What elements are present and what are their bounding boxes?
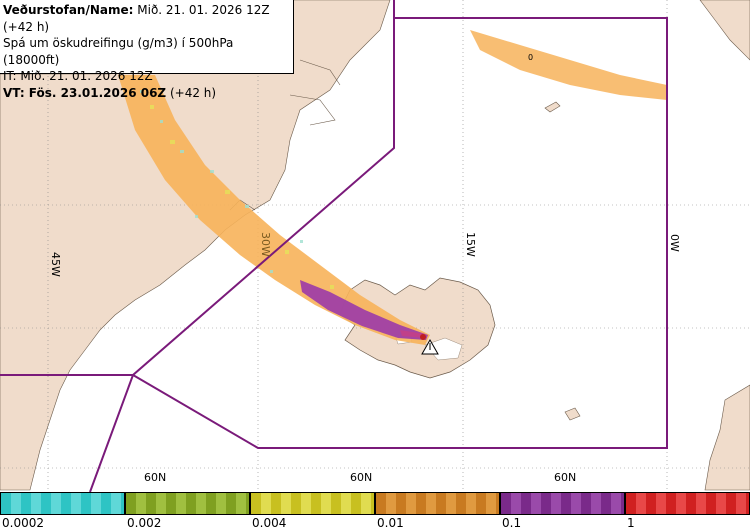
legend-tick-4: 0.01 bbox=[377, 516, 404, 530]
ash-plume-core bbox=[400, 330, 425, 338]
header-line-1-value: Mið. 21. 01. 2026 12Z (+42 h) bbox=[3, 3, 270, 34]
legend-swatch-5 bbox=[500, 492, 625, 515]
lat-label-60n-2: 60N bbox=[350, 471, 372, 484]
fir-boundary bbox=[0, 0, 668, 493]
contour-label: 0 bbox=[528, 53, 533, 62]
graticule bbox=[0, 0, 750, 492]
legend-tick-5: 0.1 bbox=[502, 516, 522, 530]
legend-swatch-1 bbox=[0, 492, 125, 515]
header-line-1: Veðurstofan/Name: Mið. 21. 01. 2026 12Z … bbox=[3, 2, 293, 35]
concentration-legend: 0.0002 0.002 0.004 0.01 0.1 1 bbox=[0, 492, 750, 532]
legend-tick-2: 0.002 bbox=[127, 516, 162, 530]
norway-coast bbox=[704, 384, 750, 491]
legend-swatch-6 bbox=[625, 492, 750, 515]
header-line-4-value: (+42 h) bbox=[169, 85, 217, 100]
jan-mayen-island bbox=[544, 101, 561, 113]
ash-plume-high bbox=[300, 280, 428, 340]
lon-label-15w: 15W bbox=[464, 232, 477, 257]
arctic-island-ne bbox=[699, 0, 750, 61]
ash-plume-yellow-fringe bbox=[150, 105, 334, 289]
lat-label-60n-1: 60N bbox=[144, 471, 166, 484]
lat-label-60n-3: 60N bbox=[554, 471, 576, 484]
legend-swatch-4 bbox=[375, 492, 500, 515]
header-line-4-label: VT: Fös. 23.01.2026 06Z bbox=[3, 85, 167, 100]
header-line-4: VT: Fös. 23.01.2026 06Z (+42 h) bbox=[3, 85, 293, 102]
lon-label-30w: 30W bbox=[259, 232, 272, 257]
legend-swatch-3 bbox=[250, 492, 375, 515]
ash-plume-low bbox=[118, 75, 430, 345]
legend-swatch-2 bbox=[125, 492, 250, 515]
header-line-3: IT: Mið. 21. 01. 2026 12Z bbox=[3, 69, 153, 83]
lon-label-45w: 45W bbox=[49, 252, 62, 277]
greenland-coastline-detail bbox=[229, 39, 341, 211]
legend-tick-3: 0.004 bbox=[252, 516, 287, 530]
header-line-1-label: Veðurstofan/Name: bbox=[3, 3, 134, 17]
forecast-info-box: Veðurstofan/Name: Mið. 21. 01. 2026 12Z … bbox=[0, 0, 294, 100]
volcano-marker bbox=[420, 334, 439, 355]
lon-label-0w: 0W bbox=[668, 234, 681, 252]
ash-plume-ne bbox=[470, 30, 667, 100]
header-line-2: Spá um öskudreifingu (g/m3) í 500hPa (18… bbox=[3, 36, 234, 67]
legend-tick-1: 0.0002 bbox=[2, 516, 44, 530]
legend-tick-6: 1 bbox=[627, 516, 635, 530]
faroe-islands bbox=[564, 407, 581, 421]
ash-plume-fringe bbox=[140, 90, 303, 273]
